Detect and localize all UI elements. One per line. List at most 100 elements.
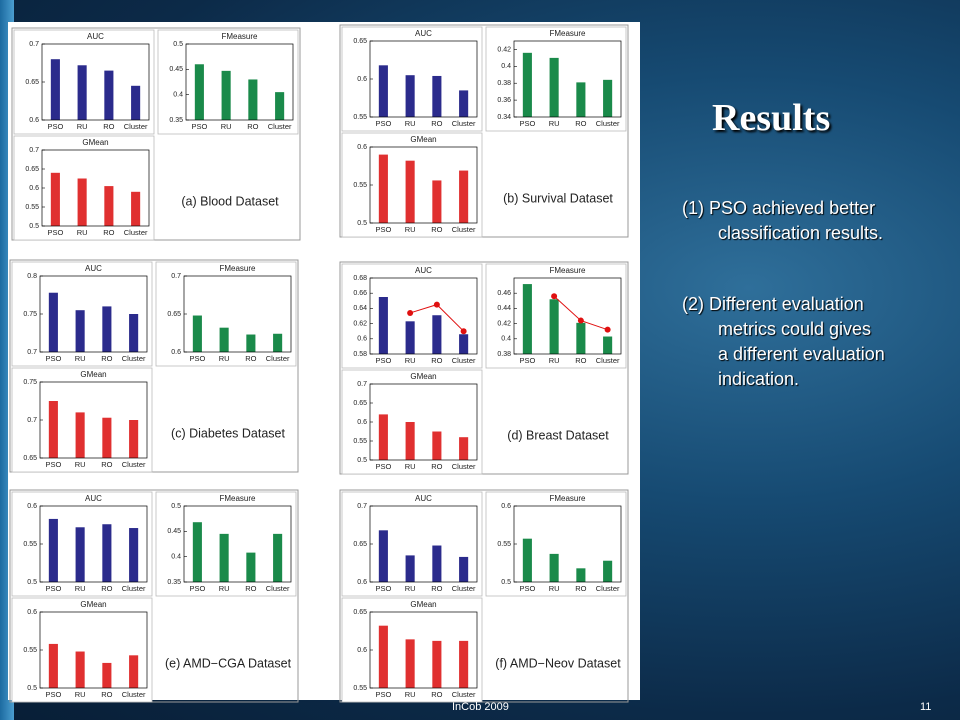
x-tick-label: RO (101, 460, 112, 469)
y-tick-label: 0.5 (171, 503, 181, 510)
bar (75, 310, 85, 352)
chart-title: AUC (85, 264, 102, 273)
bar (75, 651, 85, 688)
y-tick-label: 0.65 (353, 609, 367, 616)
x-tick-label: Cluster (452, 690, 476, 699)
y-tick-label: 0.62 (353, 320, 367, 327)
overlay-point (433, 301, 440, 308)
x-tick-label: Cluster (124, 228, 148, 237)
y-tick-label: 0.65 (167, 311, 181, 318)
x-tick-label: PSO (189, 584, 205, 593)
bar (405, 422, 415, 460)
bar (432, 180, 442, 223)
bar (131, 191, 141, 226)
chart: FMeasure 0.5 0.55 0.6 PSO RU RO Cluster (485, 491, 627, 597)
x-tick-label: Cluster (266, 584, 290, 593)
y-tick-label: 0.7 (29, 147, 39, 154)
bar (102, 524, 112, 582)
bar (102, 662, 112, 688)
bar (459, 170, 469, 223)
bar (77, 65, 87, 120)
chart-title: AUC (87, 32, 104, 41)
bar (522, 284, 532, 354)
bar (549, 299, 559, 354)
plot-frame (39, 275, 148, 353)
bar (378, 154, 388, 223)
bar (50, 172, 60, 226)
y-tick-label: 0.4 (501, 336, 511, 343)
y-tick-label: 0.4 (171, 554, 181, 561)
y-tick-label: 0.42 (497, 46, 511, 53)
chart-title: FMeasure (549, 494, 586, 503)
chart: AUC 0.7 0.75 0.8 PSO RU RO Cluster (11, 261, 153, 367)
bar (603, 79, 613, 117)
chart-title: GMean (80, 370, 106, 379)
y-tick-label: 0.5 (357, 457, 367, 464)
y-tick-label: 0.6 (357, 647, 367, 654)
bar (129, 420, 139, 458)
y-tick-label: 0.5 (27, 685, 37, 692)
bar (219, 327, 229, 352)
bar (405, 639, 415, 688)
bar (75, 527, 85, 582)
x-tick-label: PSO (375, 225, 391, 234)
chart: GMean 0.5 0.55 0.6 0.65 0.7 PSO RU RO Cluster (341, 369, 483, 475)
bar (192, 315, 202, 352)
y-tick-label: 0.5 (27, 579, 37, 586)
bar (378, 297, 388, 354)
x-tick-label: Cluster (122, 460, 146, 469)
x-tick-label: PSO (375, 119, 391, 128)
x-tick-label: PSO (45, 460, 61, 469)
bar (129, 528, 139, 582)
y-tick-label: 0.6 (501, 503, 511, 510)
overlay-point (407, 309, 414, 316)
bar (248, 79, 258, 120)
x-tick-label: Cluster (596, 584, 620, 593)
y-tick-label: 0.35 (169, 117, 183, 124)
x-tick-label: Cluster (122, 354, 146, 363)
x-tick-label: RO (431, 584, 442, 593)
x-tick-label: Cluster (596, 356, 620, 365)
panel-frame (339, 489, 629, 703)
x-tick-label: PSO (519, 584, 535, 593)
x-tick-label: Cluster (124, 122, 148, 131)
bullet-line: classification results. (718, 223, 884, 243)
bar (246, 334, 256, 352)
y-tick-label: 0.68 (353, 275, 367, 282)
plot-frame (369, 611, 478, 689)
x-tick-label: RO (575, 356, 586, 365)
bar (459, 334, 469, 354)
chart-title: GMean (410, 600, 436, 609)
x-tick-label: Cluster (452, 584, 476, 593)
bar (273, 333, 283, 352)
y-tick-label: 0.55 (353, 182, 367, 189)
bar (50, 59, 60, 120)
chart: FMeasure 0.35 0.4 0.45 0.5 PSO RU RO Cluster (155, 491, 297, 597)
chart: GMean 0.5 0.55 0.6 PSO RU RO Cluster (341, 132, 483, 238)
x-tick-label: RO (575, 119, 586, 128)
x-tick-label: RU (75, 690, 86, 699)
x-tick-label: PSO (375, 690, 391, 699)
bar (131, 85, 141, 120)
x-tick-label: RO (101, 584, 112, 593)
bar (75, 412, 85, 458)
panel-frame (339, 261, 629, 475)
chart: AUC 0.5 0.55 0.6 PSO RU RO Cluster (11, 491, 153, 597)
chart-title: GMean (82, 138, 108, 147)
x-tick-label: PSO (375, 462, 391, 471)
bar (77, 178, 87, 226)
y-tick-label: 0.34 (497, 114, 511, 121)
y-tick-label: 0.55 (353, 114, 367, 121)
page-number: 11 (920, 701, 932, 713)
overlay-point (604, 326, 611, 333)
bar (432, 545, 442, 582)
plot-frame (183, 275, 292, 353)
x-tick-label: PSO (47, 228, 63, 237)
bar (378, 530, 388, 582)
panel-caption: (a) Blood Dataset (181, 194, 279, 208)
y-tick-label: 0.55 (353, 438, 367, 445)
panel-caption: (b) Survival Dataset (503, 191, 613, 205)
plot-frame (369, 277, 478, 355)
plot-frame (41, 149, 150, 227)
bar (129, 314, 139, 352)
